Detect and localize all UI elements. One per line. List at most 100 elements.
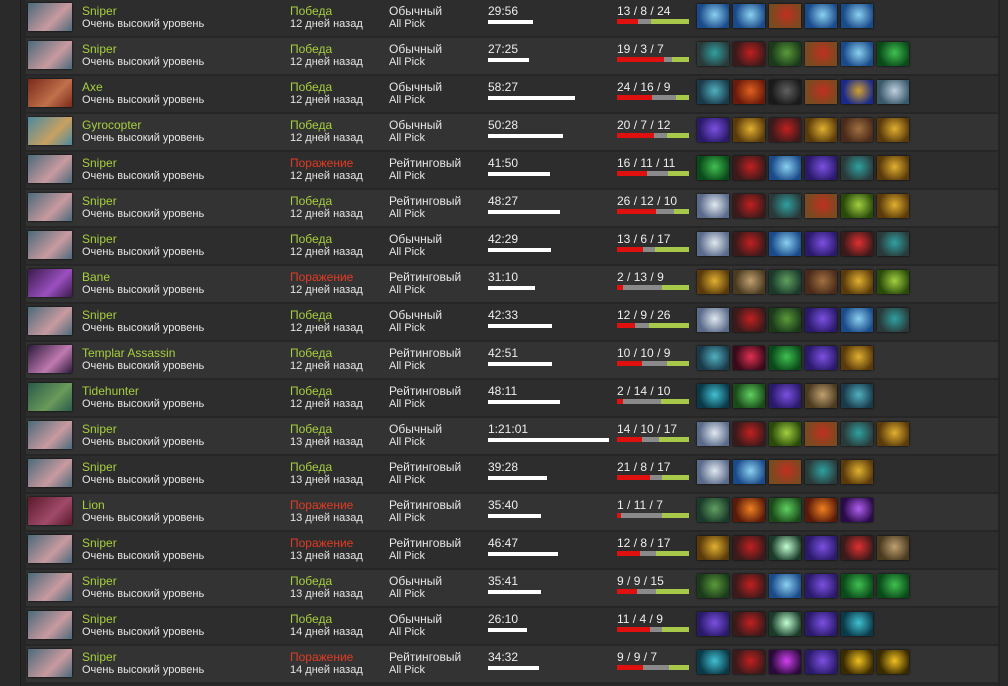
item-satanic-icon[interactable] xyxy=(733,650,765,674)
item-butterfly-icon[interactable] xyxy=(877,574,909,598)
item-purple-icon[interactable] xyxy=(697,118,729,142)
scrollbar-track[interactable] xyxy=(999,0,1008,686)
hero-name[interactable]: Sniper xyxy=(82,232,117,246)
item-moon-icon[interactable] xyxy=(697,422,729,446)
item-purple-icon[interactable] xyxy=(805,232,837,256)
item-skadi-icon[interactable] xyxy=(805,460,837,484)
item-mjollnir-icon[interactable] xyxy=(841,42,873,66)
item-gold-icon[interactable] xyxy=(805,118,837,142)
item-solar-icon[interactable] xyxy=(877,650,909,674)
item-light-icon[interactable] xyxy=(769,536,801,560)
item-gold-icon[interactable] xyxy=(877,118,909,142)
item-orb-icon[interactable] xyxy=(841,498,873,522)
hero-portrait[interactable] xyxy=(28,497,72,525)
item-teal-icon[interactable] xyxy=(697,650,729,674)
item-teal-icon[interactable] xyxy=(697,384,729,408)
hero-name[interactable]: Sniper xyxy=(82,308,117,322)
item-satanic-icon[interactable] xyxy=(733,194,765,218)
item-skadi-icon[interactable] xyxy=(697,42,729,66)
match-row[interactable]: Sniper Очень высокий уровень Поражение 1… xyxy=(26,152,998,188)
item-purple-icon[interactable] xyxy=(805,308,837,332)
hero-portrait[interactable] xyxy=(28,459,72,487)
match-row[interactable]: Templar Assassin Очень высокий уровень П… xyxy=(26,342,998,378)
item-satanic-icon[interactable] xyxy=(769,118,801,142)
hero-portrait[interactable] xyxy=(28,155,72,183)
item-gold-icon[interactable] xyxy=(697,536,729,560)
hero-portrait[interactable] xyxy=(28,3,72,31)
item-scroll-icon[interactable] xyxy=(805,384,837,408)
hero-portrait[interactable] xyxy=(28,421,72,449)
item-stick-icon[interactable] xyxy=(769,270,801,294)
hero-name[interactable]: Sniper xyxy=(82,42,117,56)
item-satanic-icon[interactable] xyxy=(733,232,765,256)
item-moon-icon[interactable] xyxy=(697,232,729,256)
hero-portrait[interactable] xyxy=(28,79,72,107)
item-butterfly-icon[interactable] xyxy=(877,42,909,66)
hero-portrait[interactable] xyxy=(28,345,72,373)
item-scroll-icon[interactable] xyxy=(877,536,909,560)
item-boots-icon[interactable] xyxy=(805,270,837,294)
hero-name[interactable]: Gyrocopter xyxy=(82,118,142,132)
item-purple-icon[interactable] xyxy=(805,612,837,636)
item-purple-icon[interactable] xyxy=(805,536,837,560)
hero-name[interactable]: Sniper xyxy=(82,612,117,626)
hero-portrait[interactable] xyxy=(28,41,72,69)
item-treads-icon[interactable] xyxy=(805,194,837,218)
match-row[interactable]: Sniper Очень высокий уровень Победа 13 д… xyxy=(26,456,998,492)
hero-name[interactable]: Sniper xyxy=(82,574,117,588)
item-treads-icon[interactable] xyxy=(805,42,837,66)
item-skadi-icon[interactable] xyxy=(841,422,873,446)
hero-portrait[interactable] xyxy=(28,649,72,677)
item-satanic-icon[interactable] xyxy=(733,42,765,66)
item-skadi-icon[interactable] xyxy=(841,156,873,180)
item-mjollnir-icon[interactable] xyxy=(841,4,873,28)
hero-name[interactable]: Sniper xyxy=(82,460,117,474)
item-wolf-icon[interactable] xyxy=(877,80,909,104)
item-skadi-icon[interactable] xyxy=(877,232,909,256)
item-treads-icon[interactable] xyxy=(769,4,801,28)
item-moon-icon[interactable] xyxy=(697,308,729,332)
item-moon-icon[interactable] xyxy=(697,460,729,484)
hero-name[interactable]: Tidehunter xyxy=(82,384,139,398)
item-blink-icon[interactable] xyxy=(697,80,729,104)
hero-name[interactable]: Axe xyxy=(82,80,103,94)
hero-portrait[interactable] xyxy=(28,193,72,221)
item-orange-icon[interactable] xyxy=(733,498,765,522)
item-mjollnir-icon[interactable] xyxy=(733,4,765,28)
item-solar-icon[interactable] xyxy=(841,650,873,674)
item-blink-icon[interactable] xyxy=(697,346,729,370)
match-row[interactable]: Sniper Очень высокий уровень Поражение 1… xyxy=(26,532,998,568)
item-purple-icon[interactable] xyxy=(805,346,837,370)
hero-name[interactable]: Sniper xyxy=(82,422,117,436)
item-skadi-icon[interactable] xyxy=(877,308,909,332)
item-crescent-icon[interactable] xyxy=(733,346,765,370)
item-gold-icon[interactable] xyxy=(841,460,873,484)
hero-name[interactable]: Bane xyxy=(82,270,111,284)
item-purple-icon[interactable] xyxy=(697,612,729,636)
hero-portrait[interactable] xyxy=(28,535,72,563)
item-purple-icon[interactable] xyxy=(805,650,837,674)
item-mjollnir-icon[interactable] xyxy=(697,4,729,28)
item-green-icon[interactable] xyxy=(877,270,909,294)
match-row[interactable]: Sniper Очень высокий уровень Победа 12 д… xyxy=(26,228,998,264)
hero-name[interactable]: Sniper xyxy=(82,4,117,18)
item-purple-icon[interactable] xyxy=(805,156,837,180)
match-row[interactable]: Sniper Очень высокий уровень Победа 12 д… xyxy=(26,190,998,226)
hero-portrait[interactable] xyxy=(28,231,72,259)
item-stick-icon[interactable] xyxy=(697,498,729,522)
item-radiance-icon[interactable] xyxy=(733,80,765,104)
item-swirl-icon[interactable] xyxy=(769,498,801,522)
item-treads-icon[interactable] xyxy=(805,80,837,104)
item-butterfly-icon[interactable] xyxy=(841,574,873,598)
item-cross-icon[interactable] xyxy=(769,650,801,674)
item-satanic-icon[interactable] xyxy=(733,422,765,446)
hero-name[interactable]: Sniper xyxy=(82,536,117,550)
match-row[interactable]: Sniper Очень высокий уровень Победа 13 д… xyxy=(26,570,998,606)
item-boots-icon[interactable] xyxy=(841,118,873,142)
item-satanic-icon[interactable] xyxy=(733,308,765,332)
hero-name[interactable]: Lion xyxy=(82,498,105,512)
item-gold-icon[interactable] xyxy=(733,118,765,142)
item-butterfly-icon[interactable] xyxy=(697,156,729,180)
item-treads-icon[interactable] xyxy=(805,422,837,446)
item-redsword-icon[interactable] xyxy=(841,232,873,256)
